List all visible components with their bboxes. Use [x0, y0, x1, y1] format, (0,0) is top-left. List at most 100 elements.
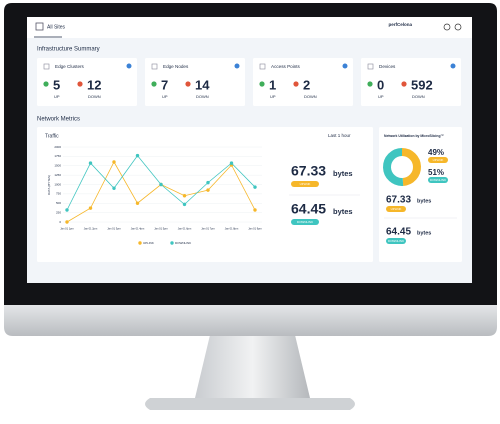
card-action[interactable] [342, 63, 348, 69]
total-unit: bytes [333, 169, 353, 178]
up-label: UP [162, 94, 168, 99]
badge [428, 177, 448, 183]
metrics-title: Network Metrics [37, 117, 80, 123]
badge [386, 206, 406, 212]
summary-card[interactable] [145, 58, 245, 106]
badge-label: UPLINK [433, 158, 444, 162]
point [88, 206, 93, 210]
card-icon [43, 63, 50, 70]
site-icon [35, 22, 44, 31]
point [253, 208, 257, 212]
badge [428, 157, 448, 163]
y-tick-label: 1250 [54, 173, 61, 177]
stand-base [145, 398, 355, 410]
point [135, 153, 140, 158]
badge-label: DOWNLINK [388, 239, 404, 243]
user-name[interactable]: perfCelona [388, 22, 412, 27]
summary-card[interactable] [37, 58, 137, 106]
up-icon [367, 81, 373, 87]
utilization-title: Network Utilization by MicroSlicing™ [384, 134, 444, 138]
traffic-panel [37, 127, 373, 262]
up-label: UP [378, 94, 384, 99]
y-tick-label: 0 [59, 220, 61, 224]
help-icon[interactable] [454, 23, 462, 31]
point [182, 202, 187, 207]
card-icon [151, 63, 158, 70]
down-count: 12 [87, 77, 101, 92]
point [159, 182, 163, 187]
badge-label: DOWNLINK [430, 178, 446, 182]
app-header [27, 17, 472, 38]
header-title[interactable]: All Sites [47, 24, 66, 30]
point [206, 188, 210, 192]
monitor-chin [4, 305, 497, 336]
percent-label: 51% [428, 168, 444, 177]
point [112, 186, 116, 190]
up-count: 7 [161, 77, 168, 92]
card-label: Edge Clusters [55, 64, 85, 69]
badge-label: UPLINK [391, 207, 402, 211]
up-icon [151, 81, 157, 87]
legend-swatch [138, 241, 142, 245]
up-count: 0 [377, 77, 384, 92]
total-value: 64.45 [386, 227, 411, 238]
up-label: UP [54, 94, 60, 99]
badge [386, 238, 406, 244]
y-tick-label: 500 [56, 201, 61, 205]
total-unit: bytes [417, 198, 431, 204]
down-icon [401, 81, 407, 87]
card-icon [367, 63, 374, 70]
down-label: DOWN [88, 94, 101, 99]
badge [291, 181, 319, 187]
y-tick-label: 1750 [54, 154, 61, 158]
stand-neck [195, 335, 310, 398]
card-label: Edge Nodes [163, 64, 189, 69]
total-value: 67.33 [291, 163, 326, 179]
card-action[interactable] [450, 63, 456, 69]
up-count: 1 [269, 77, 276, 92]
up-icon [43, 81, 49, 87]
point [65, 208, 69, 212]
down-count: 14 [195, 77, 210, 92]
down-icon [185, 81, 191, 87]
badge [291, 219, 319, 225]
x-tick-label: Jan 01 1pm [60, 227, 74, 231]
y-tick-label: 250 [56, 210, 61, 214]
card-action[interactable] [234, 63, 240, 69]
legend-swatch [170, 241, 174, 245]
badge-label: UPLINK [300, 182, 311, 186]
point [112, 160, 116, 164]
range-select[interactable]: Last 1 hour [328, 133, 351, 138]
x-tick-label: Jan 01 5pm [154, 227, 168, 231]
x-tick-label: Jan 01 2pm [84, 227, 98, 231]
point [182, 194, 187, 198]
x-tick-label: Jan 01 4pm [131, 227, 145, 231]
summary-card[interactable] [361, 58, 461, 106]
point [135, 201, 140, 205]
down-label: DOWN [412, 94, 425, 99]
x-tick-label: Jan 01 3pm [107, 227, 121, 231]
y-tick-label: 1500 [54, 164, 61, 168]
x-tick-label: Jan 01 8pm [225, 227, 239, 231]
summary-card[interactable] [253, 58, 353, 106]
up-label: UP [270, 94, 276, 99]
down-label: DOWN [304, 94, 317, 99]
up-icon [259, 81, 265, 87]
total-value: 64.45 [291, 201, 326, 217]
total-value: 67.33 [386, 195, 411, 206]
y-tick-label: 2000 [54, 145, 61, 149]
point [206, 180, 210, 185]
point [88, 161, 93, 165]
traffic-title: Traffic [45, 133, 59, 139]
card-icon [259, 63, 266, 70]
summary-title: Infrastructure Summary [37, 47, 100, 53]
card-action[interactable] [126, 63, 132, 69]
y-axis-label: DATA (BYTES) [47, 175, 51, 195]
x-tick-label: Jan 01 6pm [178, 227, 192, 231]
settings-icon[interactable] [443, 23, 451, 31]
total-unit: bytes [333, 207, 353, 216]
x-tick-label: Jan 01 9pm [248, 227, 262, 231]
badge-label: DOWNLINK [297, 220, 313, 224]
point [253, 185, 257, 189]
